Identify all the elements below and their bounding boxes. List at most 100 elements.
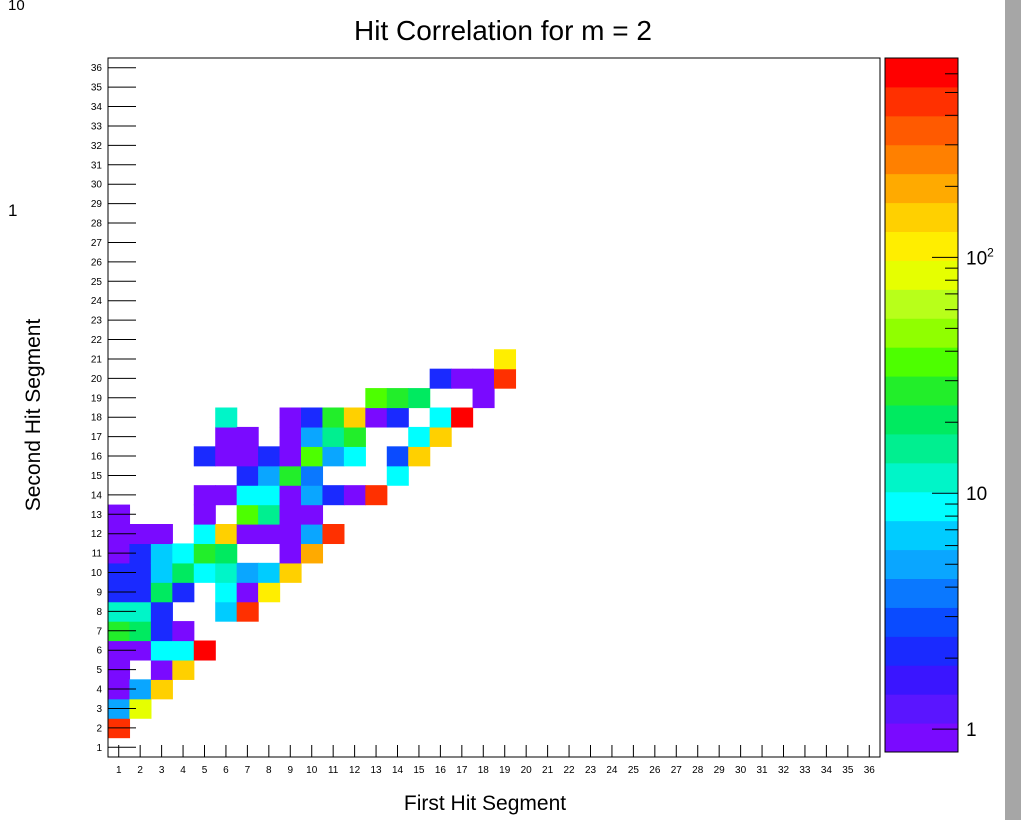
heatmap-cell	[215, 485, 238, 506]
heatmap-cell	[129, 562, 152, 583]
color-scale-step	[885, 231, 958, 261]
heatmap-cell	[172, 543, 195, 564]
heatmap-cell	[472, 388, 495, 409]
heatmap-cell	[301, 407, 324, 428]
x-tick-label: 10	[306, 765, 318, 776]
y-tick-label: 32	[91, 141, 103, 152]
heatmap-cell	[322, 446, 345, 467]
color-scale-step	[885, 694, 958, 724]
y-tick-label: 19	[91, 393, 103, 404]
color-scale-step	[885, 318, 958, 348]
x-tick-label: 1	[116, 765, 122, 776]
x-tick-label: 7	[245, 765, 251, 776]
y-tick-label: 26	[91, 257, 103, 268]
x-tick-label: 24	[606, 765, 618, 776]
heatmap-cell	[279, 446, 302, 467]
heatmap-cell	[279, 426, 302, 447]
heatmap-cell	[150, 679, 173, 700]
y-tick-label: 17	[91, 432, 103, 443]
heatmap-cell	[215, 446, 238, 467]
heatmap-cell	[301, 524, 324, 545]
heatmap-cell	[193, 562, 216, 583]
heatmap-cell	[429, 426, 452, 447]
heatmap-cell	[279, 504, 302, 525]
heatmap-cell	[343, 426, 366, 447]
color-scale-frame	[884, 57, 959, 753]
heatmap-cell	[472, 368, 495, 389]
color-scale-step	[885, 405, 958, 435]
x-tick-label: 8	[266, 765, 272, 776]
heatmap-cell	[215, 543, 238, 564]
heatmap-cell	[215, 601, 238, 622]
x-tick-label: 3	[159, 765, 165, 776]
heatmap-cell	[236, 446, 259, 467]
color-scale-bar: 1 10 102	[884, 57, 994, 753]
heatmap-cell	[279, 543, 302, 564]
y-tick-label: 12	[91, 529, 103, 540]
y-tick-label: 33	[91, 121, 103, 132]
x-tick-label: 2	[137, 765, 143, 776]
color-scale-step	[885, 491, 958, 522]
heatmap-cell	[215, 562, 238, 583]
heatmap-cell	[236, 485, 259, 506]
heatmap-cell	[258, 562, 281, 583]
y-tick-label: 31	[91, 160, 103, 171]
heatmap-cell	[193, 485, 216, 506]
x-axis-label: First Hit Segment	[404, 792, 566, 815]
x-tick-label: 5	[202, 765, 208, 776]
x-tick-label: 27	[671, 765, 683, 776]
corner-label-top: 10	[8, 0, 25, 14]
color-scale-step	[885, 58, 958, 88]
heatmap-cell	[236, 601, 259, 622]
x-tick-label: 13	[370, 765, 382, 776]
heatmap-cell	[258, 446, 281, 467]
heatmap-cell	[215, 524, 238, 545]
y-tick-label: 34	[91, 102, 103, 113]
x-tick-label: 4	[180, 765, 186, 776]
y-tick-label: 18	[91, 413, 103, 424]
heatmap-cell	[129, 679, 152, 700]
y-tick-label: 2	[96, 723, 102, 734]
heatmap-cell	[429, 368, 452, 389]
y-tick-label: 30	[91, 180, 103, 191]
heatmap-cell	[301, 504, 324, 525]
y-tick-label: 23	[91, 316, 103, 327]
heatmap-cell	[150, 621, 173, 642]
heatmap-cell	[172, 562, 195, 583]
x-tick-label: 28	[692, 765, 704, 776]
heatmap-cell	[150, 562, 173, 583]
heatmap-cell	[279, 562, 302, 583]
heatmap-cell	[258, 524, 281, 545]
x-tick-label: 14	[392, 765, 404, 776]
color-scale-label: 1	[966, 720, 977, 741]
y-tick-label: 13	[91, 510, 103, 521]
heatmap-cell	[279, 465, 302, 486]
y-tick-label: 35	[91, 83, 103, 94]
y-tick-label: 9	[96, 587, 102, 598]
y-tick-label: 25	[91, 277, 103, 288]
corner-label-mid: 1	[8, 201, 17, 220]
heatmap-cell	[386, 407, 409, 428]
color-scale-step	[885, 578, 958, 608]
heatmap-cell	[301, 426, 324, 447]
x-tick-label: 19	[499, 765, 511, 776]
plot-frame	[107, 57, 881, 758]
heatmap-cell	[193, 640, 216, 661]
heatmap-cell	[343, 446, 366, 467]
color-scale-label: 102	[966, 245, 994, 269]
heatmap-cell	[301, 485, 324, 506]
heatmap-cell	[322, 524, 345, 545]
heatmap-cell	[258, 485, 281, 506]
color-scale-step	[885, 723, 958, 753]
color-scale-step	[885, 115, 958, 146]
heatmap-cell	[386, 446, 409, 467]
heatmap-cell	[408, 388, 431, 409]
y-tick-label: 15	[91, 471, 103, 482]
heatmap-cell	[408, 426, 431, 447]
heatmap-cell	[193, 543, 216, 564]
y-tick-label: 27	[91, 238, 103, 249]
x-tick-label: 23	[585, 765, 597, 776]
heatmap-cell	[236, 582, 259, 603]
color-scale-step	[885, 636, 958, 666]
heatmap-cell	[129, 640, 152, 661]
